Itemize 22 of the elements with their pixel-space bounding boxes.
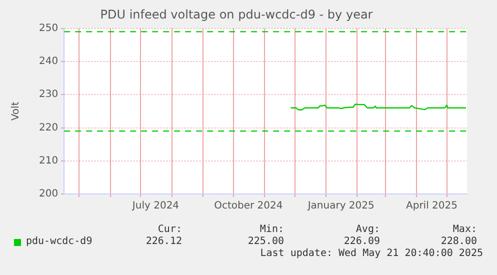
text: Last update: Wed May 21 20:40:00 2025 (260, 248, 483, 259)
y-tick-label: 230 (38, 89, 58, 100)
y-tick-label: 240 (38, 56, 58, 68)
text: 226.12 (146, 236, 182, 247)
y-axis-title: Volt (10, 102, 22, 121)
y-tick-label: 210 (38, 155, 58, 166)
text: Max: (452, 224, 477, 235)
x-tick-label: July 2024 (131, 200, 180, 212)
y-tick-label: 200 (38, 188, 58, 200)
text: 225.00 (248, 236, 284, 247)
y-tick-label: 250 (38, 22, 58, 34)
text: Avg: (356, 224, 380, 235)
y-tick-label: 220 (38, 122, 58, 134)
x-tick-label: October 2024 (214, 200, 283, 212)
x-tick-label: January 2025 (306, 200, 374, 212)
text: 228.00 (440, 236, 477, 247)
text: 226.09 (344, 236, 380, 247)
legend-label: pdu-wcdc-d9 (26, 236, 92, 247)
chart-title: PDU infeed voltage on pdu-wcdc-d9 - by year (100, 7, 373, 22)
text: Min: (260, 224, 284, 235)
text: Cur: (158, 224, 182, 235)
x-tick-label: April 2025 (406, 200, 458, 212)
